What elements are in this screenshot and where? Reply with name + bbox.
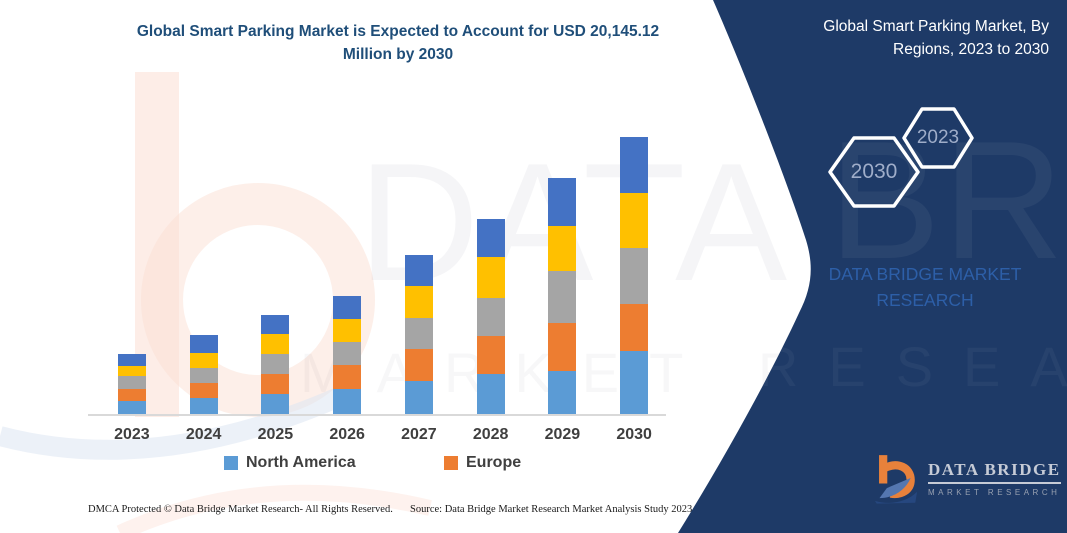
company-logo-icon [874,455,918,504]
company-logo: DATA BRIDGE MARKET RESEARCH [874,449,1061,507]
bar-segment-series-5-2028 [476,219,505,257]
legend-swatch-north-america [224,456,238,470]
bar-segment-europe-2024 [189,383,218,398]
bar-segment-series-5-2030 [620,137,649,193]
chart-legend: North America Europe [88,454,666,478]
x-axis-label-2026: 2026 [329,426,365,443]
bar-column-2023 [96,354,168,414]
x-axis-label-2027: 2027 [401,426,437,443]
logo-wave [874,491,918,504]
bar-segment-series-3-2025 [261,354,290,374]
bar-segment-series-4-2030 [620,193,649,248]
panel-brand-text: DATA BRIDGE MARKET RESEARCH [828,264,1022,310]
x-axis-label-2024: 2024 [185,426,222,443]
footer-source-text: Source: Data Bridge Market Research Mark… [410,504,693,515]
logo-b-bowl [881,461,915,499]
x-axis-label-2030: 2030 [616,426,652,443]
x-axis-label-2025: 2025 [257,426,294,443]
legend-label-europe: Europe [466,454,522,471]
bar-segment-series-4-2029 [548,226,577,271]
bar-segment-series-3-2029 [548,271,577,323]
panel-watermark-marketresearch: MARKET RESEARCH [300,335,1067,398]
hexagon-2030-outline [828,136,920,208]
company-logo-text: DATA BRIDGE MARKET RESEARCH [928,460,1061,497]
x-axis-label-2029: 2029 [544,426,581,443]
bar-segment-series-5-2026 [333,296,362,319]
bar-segment-north-america-2023 [117,401,146,414]
watermark-swoosh-pink [116,484,432,533]
bar-segment-series-4-2028 [476,257,505,298]
legend-item-north-america: North America [224,454,356,472]
bar-column-2029 [527,178,599,414]
bar-segment-north-america-2025 [261,394,290,414]
bar-segment-europe-2023 [117,389,146,401]
company-logo-subtitle: MARKET RESEARCH [928,487,1061,497]
bar-segment-europe-2026 [333,365,362,389]
bar-segment-series-5-2029 [548,178,577,226]
bar-stack-2027 [404,255,433,414]
watermark-logo-shapes [0,72,432,533]
bar-stack-2024 [189,335,218,414]
bar-segment-series-3-2023 [117,376,146,389]
bar-segment-series-4-2026 [333,319,362,342]
bar-column-2026 [311,296,383,414]
watermark-swoosh-blue [0,382,355,460]
bar-segment-series-4-2024 [189,353,218,368]
hexagon-2030-label: 2030 [850,160,898,183]
bar-segment-north-america-2029 [548,371,577,414]
bar-segment-europe-2028 [476,336,505,374]
bar-segment-series-5-2024 [189,335,218,353]
bar-segment-series-3-2028 [476,298,505,336]
company-logo-name: DATA BRIDGE [928,460,1061,484]
x-axis-line [88,414,666,416]
bar-segment-europe-2025 [261,374,290,394]
legend-item-europe: Europe [444,454,521,472]
bar-segment-series-3-2030 [620,248,649,304]
bar-segment-series-3-2024 [189,368,218,383]
bars-row [96,118,670,414]
legend-swatch-europe [444,456,458,470]
bar-stack-2023 [117,354,146,414]
bar-segment-series-4-2027 [404,286,433,318]
footer-dmca-text: DMCA Protected © Data Bridge Market Rese… [88,504,393,515]
bar-column-2027 [383,255,455,414]
bar-stack-2026 [333,296,362,414]
bar-segment-north-america-2027 [404,381,433,414]
x-axis-label-2023: 2023 [114,426,150,443]
hexagon-2023-label: 2023 [916,127,960,148]
hexagon-2023: 2023 [902,107,974,169]
bar-segment-north-america-2024 [189,398,218,414]
hexagon-2023-outline [902,107,974,169]
bar-column-2024 [168,335,240,414]
bar-segment-north-america-2030 [620,351,649,414]
bar-column-2025 [240,315,312,414]
bar-segment-series-5-2023 [117,354,146,366]
bar-column-2030 [598,137,670,414]
bar-stack-2025 [261,315,290,414]
bar-segment-north-america-2026 [333,389,362,414]
bar-segment-series-4-2025 [261,334,290,354]
bar-stack-2030 [620,137,649,414]
bar-segment-europe-2027 [404,349,433,381]
legend-label-north-america: North America [246,454,356,471]
x-axis-label-2028: 2028 [472,426,509,443]
bar-column-2028 [455,219,527,414]
bar-segment-europe-2030 [620,304,649,351]
bar-stack-2029 [548,178,577,414]
bar-stack-2028 [476,219,505,414]
x-axis-labels: 2023 2024 2025 2026 2027 2028 2029 2030 [96,426,670,444]
bar-segment-series-5-2025 [261,315,290,334]
bar-segment-series-3-2026 [333,342,362,365]
panel-title: Global Smart Parking Market, By Regions,… [823,18,1049,58]
bar-segment-north-america-2028 [476,374,505,414]
logo-sail [879,478,911,499]
hexagon-2030: 2030 [828,136,920,208]
bar-segment-series-5-2027 [404,255,433,286]
chart-title: Global Smart Parking Market is Expected … [136,23,660,63]
bar-segment-series-4-2023 [117,366,146,376]
bar-segment-europe-2029 [548,323,577,371]
bar-segment-series-3-2027 [404,318,433,349]
